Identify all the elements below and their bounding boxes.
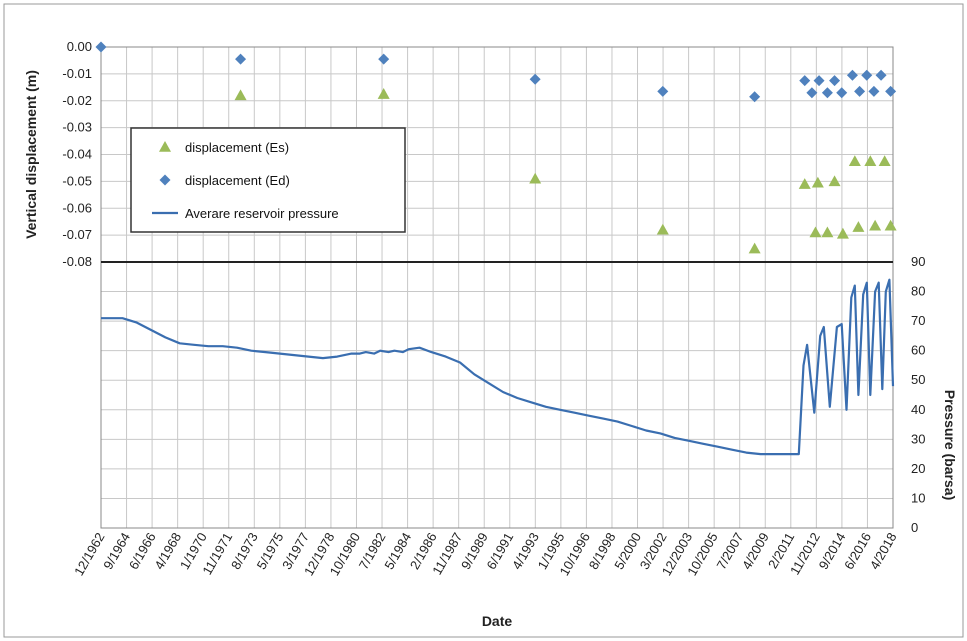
triangle-marker bbox=[869, 219, 882, 231]
legend-label-pressure: Averare reservoir pressure bbox=[185, 206, 339, 221]
triangle-marker bbox=[828, 175, 841, 187]
diamond-marker bbox=[868, 85, 880, 97]
diamond-marker bbox=[95, 41, 107, 53]
x-axis-title: Date bbox=[482, 613, 513, 629]
triangle-marker bbox=[836, 227, 849, 239]
triangle-marker bbox=[798, 178, 811, 189]
diamond-marker bbox=[529, 73, 541, 85]
diamond-marker bbox=[854, 85, 866, 97]
bottom-y-axis-title: Pressure (barsa) bbox=[942, 390, 958, 501]
triangle-marker bbox=[529, 172, 542, 184]
figure-border bbox=[3, 3, 964, 638]
triangle-marker bbox=[811, 176, 824, 188]
triangle-marker bbox=[852, 221, 865, 232]
bottom-y-tick-label: 10 bbox=[911, 490, 925, 505]
bottom-y-tick-label: 50 bbox=[911, 372, 925, 387]
pressure-series-line bbox=[101, 278, 895, 456]
x-tick-label: 12/1962 bbox=[71, 530, 107, 578]
legend-label-ed: displacement (Ed) bbox=[185, 173, 290, 188]
triangle-marker bbox=[656, 223, 669, 235]
top-y-tick-label: -0.01 bbox=[62, 66, 92, 81]
top-y-tick-label: -0.02 bbox=[62, 93, 92, 108]
diamond-marker bbox=[829, 75, 841, 87]
es-series bbox=[234, 88, 897, 254]
top-y-tick-label: -0.07 bbox=[62, 227, 92, 242]
bottom-y-tick-label: 30 bbox=[911, 431, 925, 446]
ed-series bbox=[95, 41, 897, 103]
diamond-marker bbox=[749, 91, 761, 103]
diamond-marker bbox=[806, 87, 818, 99]
diamond-marker bbox=[885, 85, 897, 97]
diamond-marker bbox=[875, 69, 887, 81]
top-y-tick-label: -0.06 bbox=[62, 200, 92, 215]
diamond-marker bbox=[821, 87, 833, 99]
diamond-marker bbox=[657, 85, 669, 97]
diamond-marker bbox=[799, 75, 811, 87]
triangle-marker bbox=[377, 88, 390, 99]
triangle-marker bbox=[748, 242, 761, 254]
diamond-marker bbox=[378, 53, 390, 65]
bottom-y-tick-label: 80 bbox=[911, 284, 925, 299]
top-y-tick-label: -0.03 bbox=[62, 120, 92, 135]
top-y-tick-label: -0.05 bbox=[62, 173, 92, 188]
top-y-tick-label: -0.08 bbox=[62, 254, 92, 269]
bottom-y-tick-label: 70 bbox=[911, 313, 925, 328]
top-y-tick-label: -0.04 bbox=[62, 147, 92, 162]
diamond-marker bbox=[836, 87, 848, 99]
bottom-y-tick-label: 20 bbox=[911, 461, 925, 476]
diamond-marker bbox=[813, 75, 825, 87]
diamond-marker bbox=[846, 69, 858, 81]
legend: displacement (Es) displacement (Ed) Averar… bbox=[130, 127, 406, 233]
diamond-marker bbox=[159, 174, 171, 186]
plot-area-border bbox=[100, 46, 894, 529]
gridlines bbox=[100, 46, 894, 529]
triangle-marker bbox=[884, 219, 897, 231]
triangle-marker bbox=[848, 155, 861, 167]
legend-box bbox=[130, 127, 406, 233]
diamond-marker bbox=[861, 69, 873, 81]
legend-label-es: displacement (Es) bbox=[185, 140, 289, 155]
top-y-tick-label: 0.00 bbox=[67, 39, 92, 54]
diamond-marker bbox=[235, 53, 247, 65]
triangle-marker bbox=[159, 141, 171, 152]
bottom-y-tick-label: 90 bbox=[911, 254, 925, 269]
triangle-marker bbox=[809, 226, 822, 238]
bottom-y-tick-label: 60 bbox=[911, 343, 925, 358]
triangle-marker bbox=[821, 226, 834, 238]
triangle-marker bbox=[864, 155, 877, 167]
triangle-marker bbox=[878, 155, 891, 167]
bottom-y-tick-label: 0 bbox=[911, 520, 918, 535]
bottom-y-tick-label: 40 bbox=[911, 402, 925, 417]
top-y-axis-title: Vertical displacement (m) bbox=[23, 70, 39, 239]
triangle-marker bbox=[234, 89, 247, 101]
